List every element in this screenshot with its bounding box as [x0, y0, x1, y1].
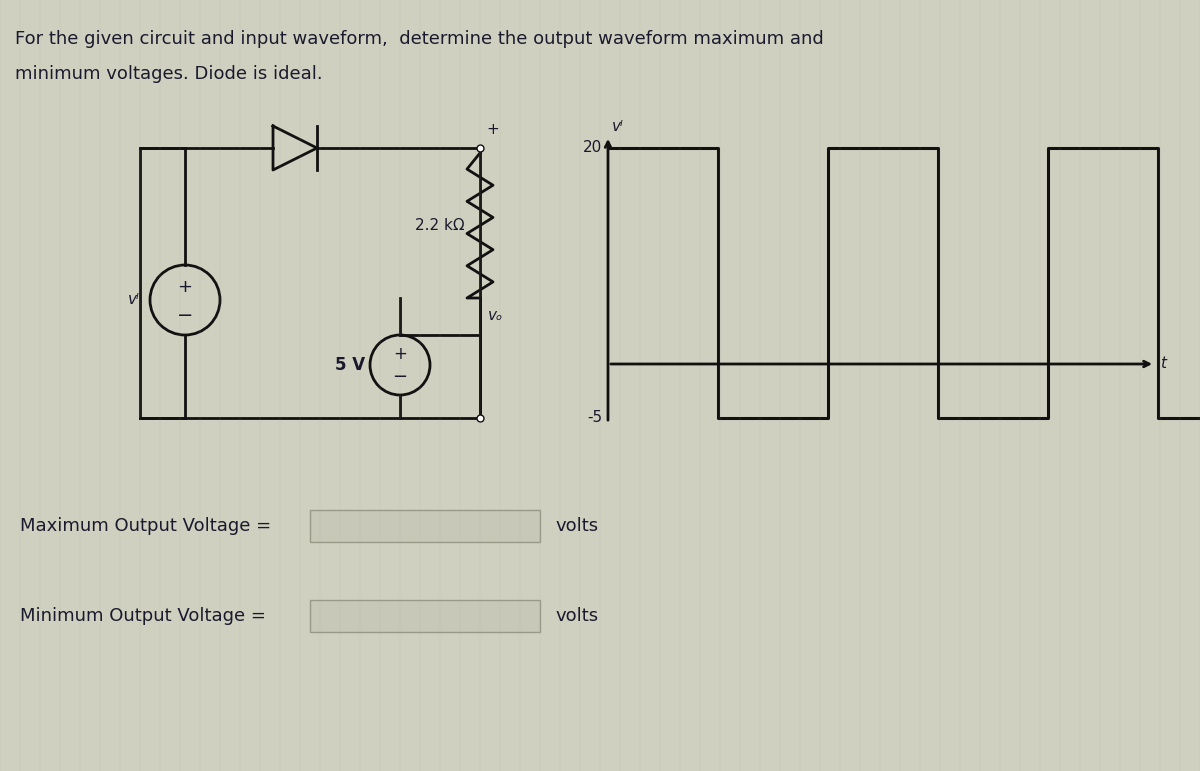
- Text: −: −: [176, 305, 193, 325]
- Text: t: t: [1160, 356, 1166, 372]
- Text: vᴵ: vᴵ: [612, 119, 624, 134]
- Text: -5: -5: [587, 410, 602, 426]
- Text: volts: volts: [554, 607, 598, 625]
- Text: −: −: [392, 368, 408, 386]
- Text: vₒ: vₒ: [488, 308, 503, 323]
- Text: +: +: [178, 278, 192, 296]
- Text: Maximum Output Voltage =: Maximum Output Voltage =: [20, 517, 271, 535]
- Text: minimum voltages. Diode is ideal.: minimum voltages. Diode is ideal.: [14, 65, 323, 83]
- Text: +: +: [486, 122, 499, 137]
- FancyBboxPatch shape: [310, 600, 540, 632]
- Text: 5 V: 5 V: [335, 356, 365, 374]
- Text: For the given circuit and input waveform,  determine the output waveform maximum: For the given circuit and input waveform…: [14, 30, 823, 48]
- Text: 2.2 kΩ: 2.2 kΩ: [415, 218, 466, 233]
- Text: volts: volts: [554, 517, 598, 535]
- Text: Minimum Output Voltage =: Minimum Output Voltage =: [20, 607, 266, 625]
- Text: +: +: [394, 345, 407, 363]
- Text: vᴵ: vᴵ: [128, 292, 140, 308]
- Text: 20: 20: [583, 140, 602, 156]
- FancyBboxPatch shape: [310, 510, 540, 542]
